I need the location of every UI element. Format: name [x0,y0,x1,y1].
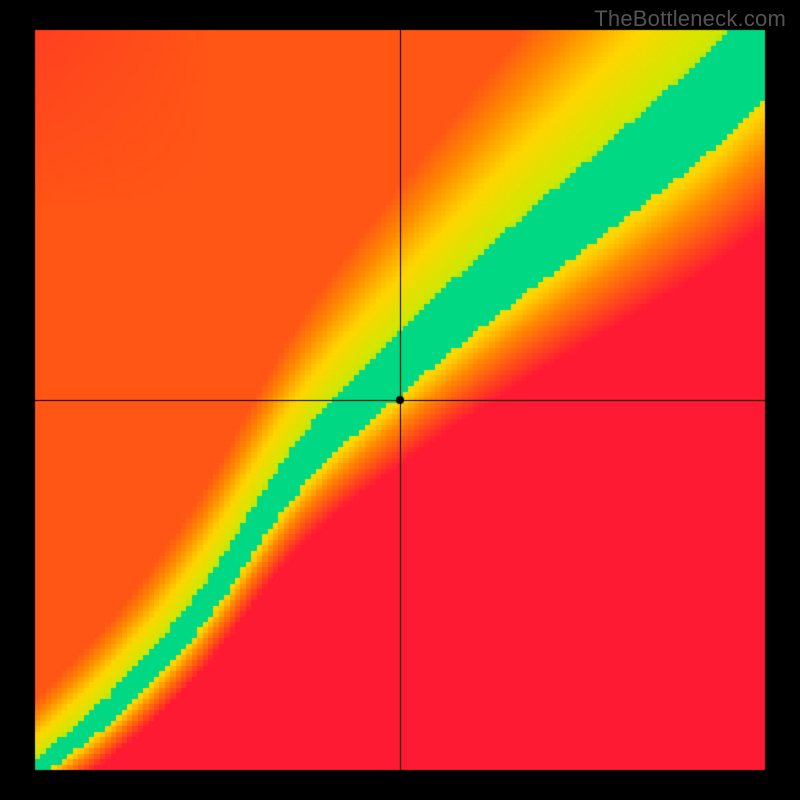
chart-container: TheBottleneck.com [0,0,800,800]
bottleneck-heatmap [0,0,800,800]
